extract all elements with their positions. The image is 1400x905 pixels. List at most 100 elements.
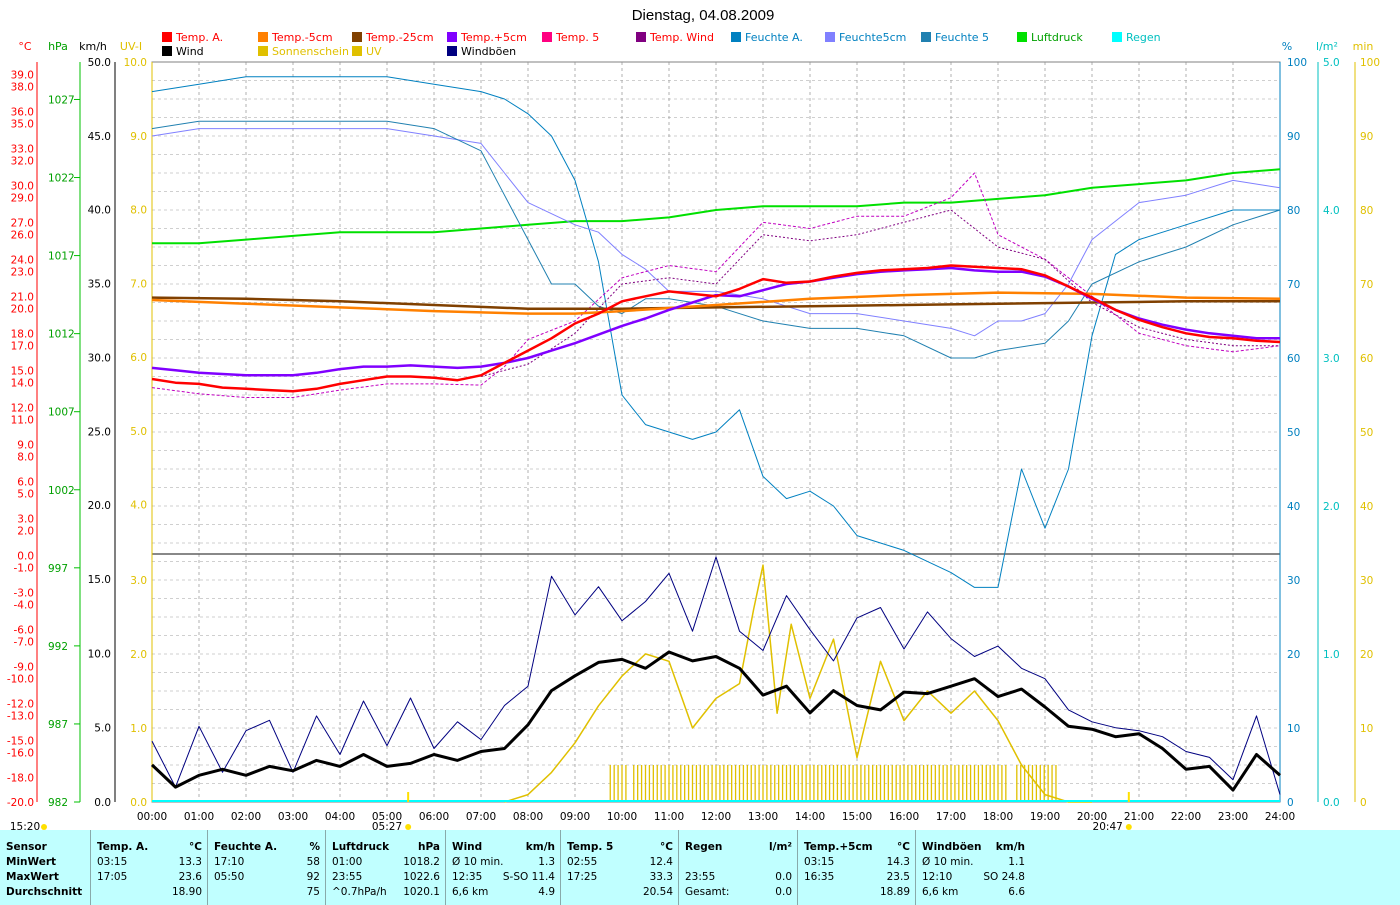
tick-temp: -10.0 — [7, 674, 34, 686]
tick-percent: 40 — [1287, 501, 1300, 513]
stats-section: Luftdruck hPa 01:00 1018.2 23:55 1022.6 ^0.7hP… — [325, 830, 446, 905]
tick-percent: 80 — [1287, 205, 1300, 217]
stats-cell-value: 0.0 — [775, 871, 792, 883]
stats-section: Feuchte A.% 17:10 58 05:50 92 75 — [207, 830, 326, 905]
tick-time: 09:00 — [560, 811, 590, 823]
tick-temp: 6.0 — [17, 476, 34, 488]
tick-rain: 5.0 — [1323, 57, 1340, 69]
legend-label: Feuchte A. — [745, 31, 803, 44]
stats-cell-value: 23.5 — [886, 871, 910, 883]
legend-swatch — [258, 32, 268, 42]
series-layer — [150, 76, 1281, 803]
tick-temp: 26.0 — [11, 230, 34, 242]
tick-time: 20:00 — [1077, 811, 1107, 823]
legend-swatch — [162, 46, 172, 56]
tick-temp: -16.0 — [7, 748, 34, 760]
tick-time: 03:00 — [278, 811, 308, 823]
tick-temp: 2.0 — [17, 526, 34, 538]
tick-min: 10 — [1360, 723, 1373, 735]
stats-cell-time: 17:10 — [214, 856, 245, 868]
tick-kmh: 40.0 — [88, 205, 111, 217]
tick-time: 07:00 — [466, 811, 496, 823]
tick-time: 00:00 — [137, 811, 167, 823]
stats-section-title: Feuchte A. — [214, 841, 278, 853]
stats-cell-value: 12.4 — [649, 856, 673, 868]
tick-temp: -4.0 — [14, 600, 35, 612]
stats-cell-value: 33.3 — [649, 871, 673, 883]
legend-swatch — [542, 32, 552, 42]
tick-temp: 24.0 — [11, 254, 34, 266]
tick-time: 24:00 — [1265, 811, 1295, 823]
tick-temp: 20.0 — [11, 304, 34, 316]
tick-temp: -20.0 — [7, 797, 34, 809]
tick-time: 14:00 — [795, 811, 825, 823]
stats-cell-value: 92 — [306, 871, 320, 883]
stats-cell-value: SO 24.8 — [983, 871, 1025, 883]
tick-time: 01:00 — [184, 811, 214, 823]
tick-temp: -7.0 — [14, 637, 35, 649]
tick-min: 70 — [1360, 279, 1373, 291]
legend-swatch — [825, 32, 835, 42]
axis-title-hpa: hPa — [48, 40, 68, 53]
tick-uv: 8.0 — [130, 205, 147, 217]
legend-swatch — [447, 32, 457, 42]
tick-uv: 6.0 — [130, 352, 147, 364]
tick-percent: 50 — [1287, 427, 1300, 439]
tick-time: 23:00 — [1218, 811, 1248, 823]
series-line-temp-25cm — [151, 296, 1280, 310]
axis-ticks: 39.038.036.035.033.032.030.029.027.026.0… — [7, 57, 1380, 823]
tick-time: 15:00 — [842, 811, 872, 823]
stats-cell-value: 1.3 — [538, 856, 555, 868]
tick-temp: 32.0 — [11, 156, 34, 168]
tick-temp: 14.0 — [11, 378, 34, 390]
series-line-wind — [150, 650, 1281, 792]
stats-cell-time: 05:50 — [214, 871, 245, 883]
tick-min: 40 — [1360, 501, 1373, 513]
stats-section-title: Windböen — [922, 841, 982, 853]
stats-section-unit: °C — [189, 841, 202, 853]
tick-rain: 3.0 — [1323, 353, 1340, 365]
weather-chart: Dienstag, 04.08.2009 Temp. A. Temp.-5cm Te… — [7, 7, 1380, 830]
tick-temp: 9.0 — [17, 439, 34, 451]
stats-cell-time: 23:55 — [332, 871, 363, 883]
stats-cell-value: 13.3 — [178, 856, 202, 868]
tick-time: 12:00 — [701, 811, 731, 823]
series-line-temp-a- — [151, 264, 1281, 393]
legend-label: Sonnenschein — [272, 45, 349, 58]
stats-cell-value: 0.0 — [775, 886, 792, 898]
stats-label-min: MinWert — [6, 856, 57, 868]
legend-label: Regen — [1126, 31, 1161, 44]
tick-hpa: 1022 — [48, 173, 75, 185]
stats-section-title: Temp. A. — [97, 841, 149, 853]
tick-min: 50 — [1360, 427, 1373, 439]
stats-cell-value: 6.6 — [1008, 886, 1025, 898]
tick-uv: 4.0 — [130, 500, 147, 512]
legend-label: Feuchte 5 — [935, 31, 989, 44]
stats-cell-value: 1020.1 — [403, 886, 440, 898]
series-line-sonnenschein — [504, 564, 1092, 803]
chart-title: Dienstag, 04.08.2009 — [632, 7, 775, 24]
tick-min: 100 — [1360, 57, 1380, 69]
legend-label: Temp.-25cm — [365, 31, 434, 44]
tick-temp: 0.0 — [17, 550, 34, 562]
tick-min: 20 — [1360, 649, 1373, 661]
plot-area — [36, 61, 1356, 803]
tick-temp: -12.0 — [7, 698, 34, 710]
legend-swatch — [162, 32, 172, 42]
tick-percent: 100 — [1287, 57, 1307, 69]
stats-cell-value: 18.89 — [879, 886, 910, 898]
stats-cell-time: 03:15 — [97, 856, 128, 868]
marker-now-icon — [41, 824, 47, 830]
stats-section-unit: l/m² — [769, 841, 792, 853]
tick-temp: 33.0 — [11, 143, 34, 155]
legend-label: Temp.+5cm — [460, 31, 527, 44]
stats-section-title: Temp.+5cm — [804, 841, 873, 853]
tick-hpa: 987 — [48, 719, 68, 731]
tick-hpa: 1012 — [48, 329, 75, 341]
tick-uv: 10.0 — [124, 57, 147, 69]
tick-temp: -1.0 — [14, 563, 35, 575]
tick-temp: 3.0 — [17, 513, 34, 525]
tick-hpa: 992 — [48, 641, 68, 653]
stats-section-title: Luftdruck — [332, 841, 390, 853]
tick-time: 22:00 — [1171, 811, 1201, 823]
